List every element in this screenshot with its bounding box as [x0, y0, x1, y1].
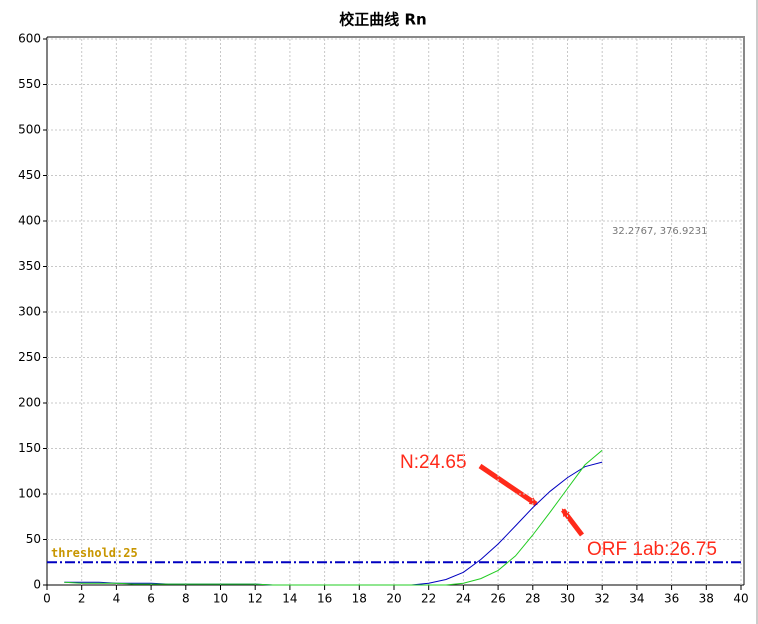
- y-tick-label: 50: [26, 532, 41, 546]
- x-tick-label: 4: [113, 592, 121, 606]
- series-line: [64, 461, 603, 586]
- x-tick-label: 30: [560, 592, 575, 606]
- y-tick-label: 350: [18, 259, 41, 273]
- x-tick-label: 38: [699, 592, 714, 606]
- y-tick-label: 300: [18, 305, 41, 319]
- y-tick-label: 150: [18, 441, 41, 455]
- x-tick-label: 6: [147, 592, 155, 606]
- y-tick-label: 100: [18, 487, 41, 501]
- x-tick-label: 40: [733, 592, 748, 606]
- y-tick-label: 550: [18, 77, 41, 91]
- x-tick-label: 32: [595, 592, 610, 606]
- annotation: ORF 1ab:26.75: [587, 539, 717, 560]
- chart-title: 校正曲线 Rn: [339, 11, 426, 29]
- x-tick-label: 20: [386, 592, 401, 606]
- threshold-label: threshold:25: [51, 546, 138, 560]
- y-tick-label: 400: [18, 214, 41, 228]
- y-tick-label: 450: [18, 168, 41, 182]
- x-tick-label: 36: [664, 592, 679, 606]
- x-tick-label: 2: [78, 592, 86, 606]
- x-tick-label: 18: [352, 592, 367, 606]
- y-tick-label: 0: [33, 578, 41, 592]
- y-tick-label: 200: [18, 396, 41, 410]
- x-tick-label: 34: [629, 592, 644, 606]
- x-tick-label: 12: [248, 592, 263, 606]
- y-tick-label: 250: [18, 350, 41, 364]
- arrow: [478, 463, 538, 507]
- x-tick-label: 22: [421, 592, 436, 606]
- x-tick-label: 14: [282, 592, 297, 606]
- annotation: N:24.65: [400, 452, 467, 473]
- x-tick-label: 16: [317, 592, 332, 606]
- coordinate-readout: 32.2767, 376.9231: [612, 226, 707, 237]
- x-tick-label: 8: [182, 592, 190, 606]
- x-tick-label: 0: [43, 592, 51, 606]
- y-tick-label: 500: [18, 123, 41, 137]
- arrow: [561, 508, 584, 537]
- series-line: [64, 449, 603, 586]
- x-tick-label: 10: [213, 592, 228, 606]
- x-tick-label: 28: [525, 592, 540, 606]
- x-tick-label: 24: [456, 592, 471, 606]
- x-tick-label: 26: [490, 592, 505, 606]
- y-tick-label: 600: [18, 32, 41, 46]
